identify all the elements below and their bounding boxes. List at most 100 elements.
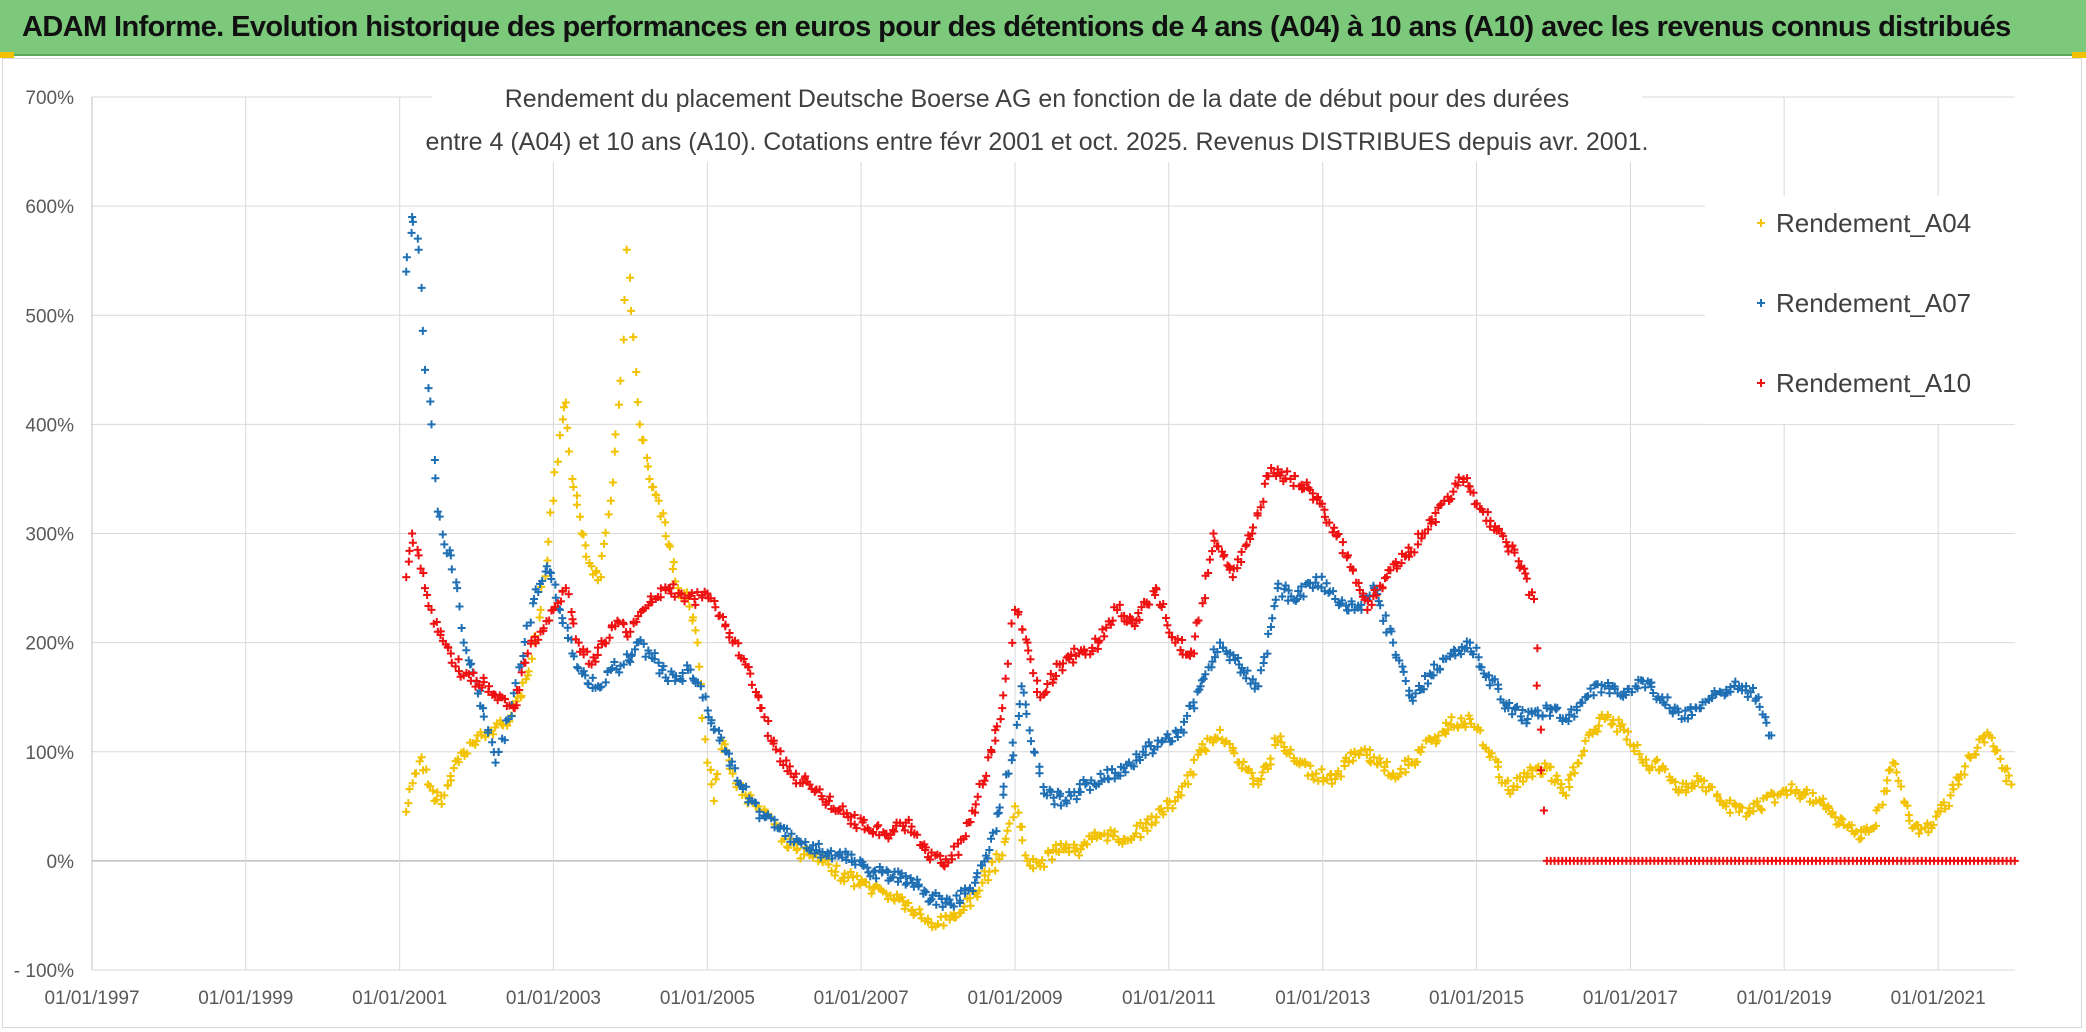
point xyxy=(558,618,567,627)
point xyxy=(446,649,455,658)
point xyxy=(984,753,993,762)
point xyxy=(624,656,633,665)
point xyxy=(489,730,498,739)
point xyxy=(1513,782,1522,791)
point xyxy=(569,482,578,491)
point xyxy=(1581,736,1590,745)
point xyxy=(632,367,641,376)
point xyxy=(927,895,936,904)
point xyxy=(1622,735,1631,744)
point xyxy=(645,474,654,483)
point xyxy=(413,545,422,554)
point xyxy=(696,682,705,691)
point xyxy=(1273,736,1282,745)
point xyxy=(604,510,613,519)
point xyxy=(1397,559,1406,568)
point xyxy=(1007,619,1016,628)
point xyxy=(1248,675,1257,684)
point xyxy=(1274,579,1283,588)
point xyxy=(1180,717,1189,726)
point xyxy=(424,384,433,393)
point xyxy=(1569,763,1578,772)
point xyxy=(524,667,533,676)
point xyxy=(1523,715,1532,724)
point xyxy=(1427,515,1436,524)
point xyxy=(787,829,796,838)
point xyxy=(771,745,780,754)
point xyxy=(945,895,954,904)
point xyxy=(1237,547,1246,556)
point xyxy=(1213,647,1222,656)
legend-marker xyxy=(1757,299,1765,307)
point xyxy=(968,886,977,895)
point xyxy=(523,649,532,658)
point xyxy=(1143,815,1152,824)
legend-label: Rendement_A04 xyxy=(1776,208,1971,238)
point xyxy=(433,507,442,516)
point xyxy=(1603,713,1612,722)
point xyxy=(656,584,665,593)
point xyxy=(426,782,435,791)
point xyxy=(1389,769,1398,778)
point xyxy=(1499,532,1508,541)
point xyxy=(1433,736,1442,745)
point xyxy=(1011,802,1020,811)
point xyxy=(1313,493,1322,502)
point xyxy=(1905,816,1914,825)
point xyxy=(472,676,481,685)
point xyxy=(611,430,620,439)
point xyxy=(551,580,560,589)
point xyxy=(1996,754,2005,763)
point xyxy=(1674,708,1683,717)
point xyxy=(577,529,586,538)
point xyxy=(457,624,466,633)
point xyxy=(1472,643,1481,652)
point xyxy=(597,573,606,582)
point xyxy=(1165,628,1174,637)
point xyxy=(933,920,942,929)
x-tick-label: 01/01/2005 xyxy=(660,988,755,1009)
point xyxy=(1374,597,1383,606)
point xyxy=(1023,638,1032,647)
point xyxy=(888,873,897,882)
point xyxy=(568,474,577,483)
point xyxy=(1916,825,1925,834)
point xyxy=(1344,551,1353,560)
point xyxy=(1038,856,1047,865)
point xyxy=(995,803,1004,812)
point xyxy=(1054,848,1063,857)
point xyxy=(1022,709,1031,718)
point xyxy=(680,597,689,606)
point xyxy=(1540,759,1549,768)
point xyxy=(1297,582,1306,591)
point xyxy=(1481,743,1490,752)
point xyxy=(584,680,593,689)
point xyxy=(1278,592,1287,601)
point xyxy=(1722,689,1731,698)
point xyxy=(816,853,825,862)
point xyxy=(505,701,514,710)
point xyxy=(561,584,570,593)
point xyxy=(1208,657,1217,666)
point xyxy=(467,659,476,668)
point xyxy=(1364,596,1373,605)
series-Rendement_A10 xyxy=(402,464,2019,871)
point xyxy=(1021,851,1030,860)
point xyxy=(984,876,993,885)
point xyxy=(711,775,720,784)
point xyxy=(1649,689,1658,698)
point xyxy=(1003,659,1012,668)
point xyxy=(597,682,606,691)
point xyxy=(517,691,526,700)
point xyxy=(1337,596,1346,605)
point xyxy=(428,786,437,795)
point xyxy=(1035,762,1044,771)
point xyxy=(451,662,460,671)
point xyxy=(534,587,543,596)
point xyxy=(539,624,548,633)
point xyxy=(567,607,576,616)
point xyxy=(1271,595,1280,604)
point xyxy=(1088,647,1097,656)
point xyxy=(1065,848,1074,857)
point xyxy=(1630,747,1639,756)
